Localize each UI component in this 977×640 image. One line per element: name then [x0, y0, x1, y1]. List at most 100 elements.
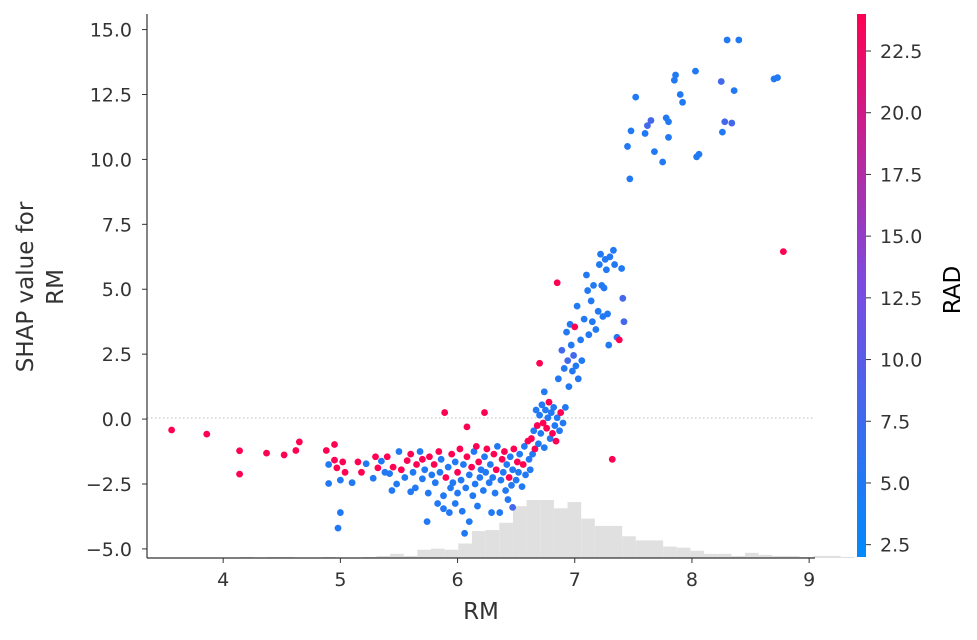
data-point: [556, 427, 563, 435]
data-point: [407, 488, 415, 496]
data-point: [665, 118, 672, 126]
histogram-bar: [622, 536, 636, 558]
x-ticks: 4 5 6 7 8 9: [217, 558, 815, 591]
x-axis-label: RM: [463, 599, 499, 625]
data-point: [730, 87, 738, 95]
data-point: [549, 429, 556, 437]
data-point: [325, 480, 333, 487]
histogram-bar: [785, 555, 800, 558]
y-tick-label: 10.0: [90, 149, 132, 171]
data-point: [479, 487, 487, 494]
data-point: [536, 359, 543, 367]
data-point: [413, 461, 420, 468]
data-point: [533, 422, 541, 429]
data-point: [559, 419, 567, 427]
data-point: [501, 448, 508, 455]
data-point: [659, 158, 667, 166]
colorbar-tick-label: 12.5: [880, 288, 922, 310]
data-point: [535, 440, 542, 448]
data-point: [476, 474, 484, 481]
data-point: [468, 463, 476, 471]
data-point: [522, 471, 529, 479]
data-point: [570, 352, 577, 359]
data-point: [558, 346, 566, 354]
data-point: [525, 455, 533, 463]
data-point: [498, 455, 506, 463]
y-tick-label: 0.0: [102, 409, 132, 431]
colorbar-label: RAD: [940, 266, 966, 315]
data-point: [388, 487, 396, 494]
histogram-bar: [840, 556, 855, 558]
y-tick-label: 2.5: [102, 344, 132, 366]
histogram-bar: [663, 546, 677, 558]
data-point: [554, 375, 562, 383]
data-point: [409, 468, 417, 476]
data-point: [723, 36, 731, 44]
data-point: [619, 294, 627, 302]
data-point: [561, 403, 569, 411]
data-point: [485, 479, 493, 487]
data-point: [336, 509, 344, 516]
colorbar-tick-label: 22.5: [880, 41, 922, 63]
data-point: [651, 148, 658, 156]
colorbar: [857, 14, 866, 557]
y-tick-label: −2.5: [86, 474, 132, 496]
data-point: [592, 326, 600, 333]
data-point: [440, 492, 447, 500]
data-point: [605, 341, 613, 349]
data-point: [465, 518, 473, 526]
data-point: [454, 489, 461, 497]
data-point: [606, 253, 614, 261]
data-point: [457, 476, 465, 484]
data-point: [489, 474, 497, 481]
data-point: [426, 453, 433, 461]
data-point: [574, 375, 582, 383]
histogram-bar: [458, 543, 472, 558]
data-point: [441, 409, 449, 416]
y-tick-label: −5.0: [86, 539, 132, 561]
data-point: [447, 484, 454, 492]
data-point: [451, 458, 459, 466]
data-point: [509, 503, 517, 511]
histogram-bar: [376, 555, 391, 558]
histogram-bar: [635, 540, 650, 558]
data-point: [469, 492, 477, 500]
data-point: [423, 518, 431, 526]
data-point: [494, 442, 501, 450]
data-point: [546, 435, 554, 442]
data-point: [717, 78, 725, 85]
data-point: [518, 483, 526, 490]
data-point: [573, 302, 581, 310]
data-point: [624, 143, 631, 150]
colorbar-tick-label: 2.5: [880, 535, 910, 557]
histogram-bar: [676, 547, 691, 558]
data-point: [331, 456, 338, 464]
data-point: [397, 466, 405, 474]
data-point: [508, 481, 515, 489]
colorbar-tick-label: 15.0: [880, 226, 922, 248]
data-point: [334, 524, 342, 532]
histogram-bar: [485, 530, 500, 558]
data-point: [403, 457, 411, 465]
data-point: [519, 461, 527, 468]
data-point: [236, 447, 243, 455]
histogram-bar: [690, 550, 705, 558]
histogram: [239, 500, 855, 558]
data-point: [552, 437, 560, 445]
data-point: [430, 461, 438, 468]
data-point: [515, 468, 522, 476]
scatter-points: [168, 36, 787, 537]
histogram-bar: [717, 553, 732, 558]
data-point: [295, 438, 303, 446]
data-point: [497, 476, 505, 484]
data-point: [386, 470, 393, 478]
data-point: [428, 471, 436, 479]
data-point: [565, 383, 573, 391]
data-point: [460, 461, 467, 468]
data-point: [463, 453, 471, 461]
data-point: [735, 36, 743, 44]
data-point: [358, 468, 365, 476]
data-point: [536, 411, 543, 419]
data-point: [627, 127, 635, 135]
data-point: [547, 409, 555, 416]
